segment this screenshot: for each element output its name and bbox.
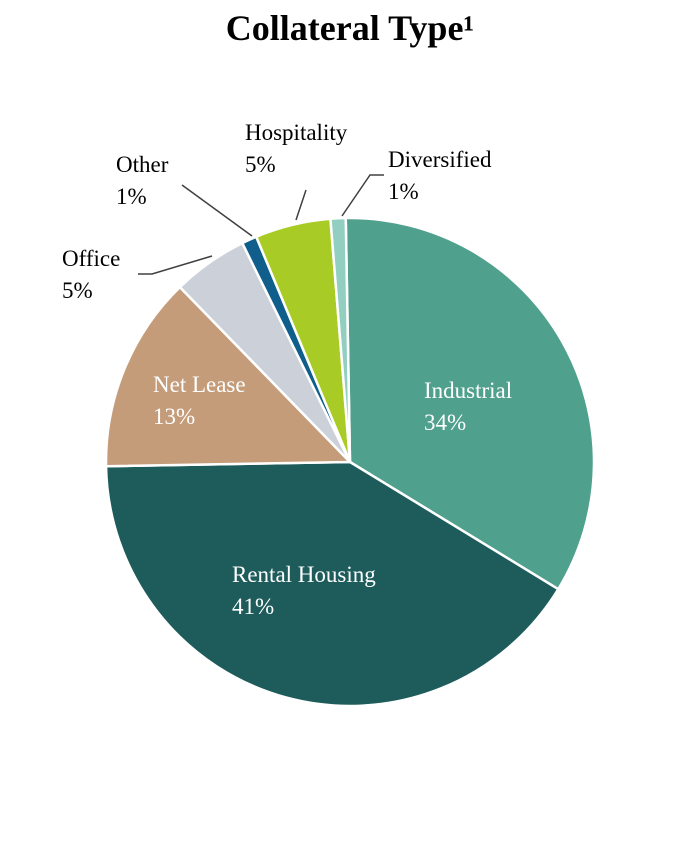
slice-label-diversified: Diversified xyxy=(388,147,492,172)
leader-line-diversified xyxy=(341,174,384,217)
pie-slice-rental-housing xyxy=(104,460,560,708)
pie-slice-diversified xyxy=(329,216,352,464)
pie-slice-net-lease xyxy=(104,285,352,468)
slice-value-hospitality: 5% xyxy=(245,152,276,177)
slice-value-rental-housing: 41% xyxy=(232,594,274,619)
leader-line-hospitality xyxy=(295,189,307,221)
leader-line-office xyxy=(138,255,213,275)
leader-line-other xyxy=(181,184,253,237)
slice-value-net-lease: 13% xyxy=(153,404,195,429)
slice-label-hospitality: Hospitality xyxy=(245,120,348,145)
slice-labels: Industrial 34% Rental Housing 41% Net Lease 1… xyxy=(62,120,512,619)
slice-value-other: 1% xyxy=(116,184,147,209)
slice-label-net-lease: Net Lease xyxy=(153,372,246,397)
slice-label-rental-housing: Rental Housing xyxy=(232,562,376,587)
pie-slices xyxy=(104,216,596,708)
slice-value-diversified: 1% xyxy=(388,179,419,204)
slice-label-industrial: Industrial xyxy=(424,378,512,403)
slice-value-industrial: 34% xyxy=(424,410,466,435)
chart-title: Collateral Type¹ xyxy=(225,8,475,48)
leader-lines xyxy=(138,174,384,275)
slice-value-office: 5% xyxy=(62,278,93,303)
slice-label-office: Office xyxy=(62,246,120,271)
slice-label-other: Other xyxy=(116,152,169,177)
